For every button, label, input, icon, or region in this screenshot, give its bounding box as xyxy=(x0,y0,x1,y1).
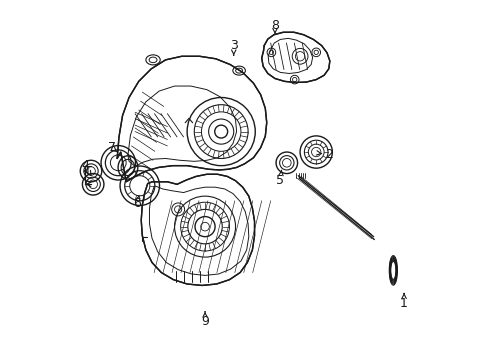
Polygon shape xyxy=(261,32,329,82)
Text: 4: 4 xyxy=(81,159,89,172)
Text: 2: 2 xyxy=(324,148,332,161)
Polygon shape xyxy=(117,56,266,182)
Text: 6: 6 xyxy=(133,197,141,210)
Text: 8: 8 xyxy=(270,19,279,32)
Text: 1: 1 xyxy=(399,297,407,310)
Text: 9: 9 xyxy=(201,315,208,328)
Text: 7: 7 xyxy=(107,141,116,154)
Text: 5: 5 xyxy=(276,174,284,186)
Polygon shape xyxy=(141,174,254,285)
Text: 3: 3 xyxy=(229,39,237,52)
